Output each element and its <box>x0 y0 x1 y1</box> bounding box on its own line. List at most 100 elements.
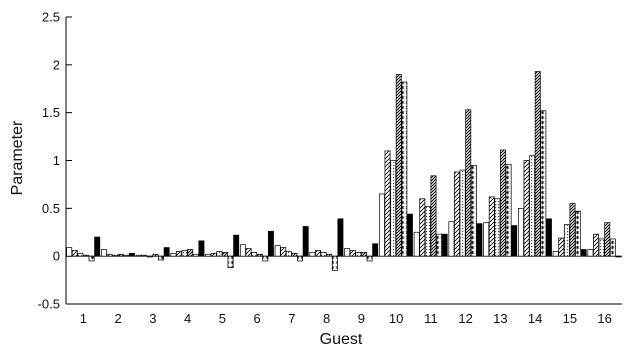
bar-diagonal-dense <box>500 149 506 257</box>
bar-starred <box>575 210 582 257</box>
bar-white <box>239 244 246 257</box>
bar-diagonal-dense <box>117 253 124 257</box>
bar-dotted-grey <box>320 251 327 257</box>
bar-white <box>587 249 594 257</box>
bar-black <box>476 223 483 257</box>
bar-dotted-grey <box>251 251 258 257</box>
y-tick-label: 0 <box>53 249 60 264</box>
bar-diagonal-light <box>523 160 530 257</box>
bar-white <box>517 207 524 257</box>
bar-diagonal-light <box>454 171 460 257</box>
x-tick-label: 13 <box>493 311 507 326</box>
bar-black <box>337 218 344 257</box>
bar-starred <box>227 255 234 269</box>
bar-starred <box>505 163 512 257</box>
bar-white <box>100 249 107 257</box>
bar-diagonal-light <box>280 247 287 257</box>
bar-diagonal-light <box>106 253 113 257</box>
x-tick-label: 7 <box>288 311 295 326</box>
bar-dotted-grey <box>563 224 570 257</box>
x-tick-label: 5 <box>219 311 226 326</box>
bar-diagonal-dense <box>291 252 298 257</box>
y-tick-label: 0.5 <box>42 201 60 216</box>
bar-starred <box>123 254 130 257</box>
bar-white <box>135 254 142 257</box>
bar-diagonal-dense <box>465 109 472 257</box>
y-axis-title: Parameter <box>9 120 26 195</box>
bar-white <box>205 253 212 257</box>
bar-black <box>511 225 518 257</box>
bar-diagonal-light <box>558 237 565 257</box>
bar-starred <box>88 255 95 262</box>
bar-white <box>170 252 177 257</box>
bar-black <box>406 213 413 257</box>
bar-diagonal-light <box>245 248 252 257</box>
bar-starred <box>470 164 477 257</box>
bar-white <box>309 251 316 257</box>
bar-black <box>302 226 309 257</box>
bar-diagonal-dense <box>256 253 263 257</box>
bar-white <box>552 251 559 257</box>
bar-black <box>128 252 135 257</box>
bar-black <box>545 218 552 257</box>
x-axis-title: Guest <box>320 331 363 347</box>
x-axis: 1 2 3 4 5 6 7 8 9 10 11 12 13 14 15 16 <box>80 311 612 326</box>
bar-black <box>94 236 101 257</box>
bar-black <box>580 249 587 257</box>
bar-starred <box>331 255 338 271</box>
bar-dotted-grey <box>424 206 431 257</box>
x-tick-label: 14 <box>528 311 542 326</box>
x-tick-label: 3 <box>149 311 156 326</box>
x-tick-label: 4 <box>184 311 191 326</box>
bar-diagonal-dense <box>534 71 541 257</box>
bar-diagonal-light <box>176 251 182 257</box>
x-tick-label: 1 <box>80 311 87 326</box>
bar-starred <box>609 238 616 257</box>
x-tick-label: 8 <box>323 311 330 326</box>
bar-white <box>66 247 73 257</box>
bar-dotted-grey <box>598 238 605 257</box>
bar-diagonal-dense <box>187 249 194 257</box>
bar-diagonal-dense <box>569 203 576 257</box>
y-tick-label: 1.5 <box>42 105 60 120</box>
x-tick-label: 11 <box>424 311 438 326</box>
bar-dotted-grey <box>494 198 501 257</box>
bar-diagonal-dense <box>326 253 333 257</box>
bar-starred <box>297 255 304 262</box>
x-tick-label: 12 <box>458 311 472 326</box>
bar-black <box>441 233 448 257</box>
y-axis: -0.5 0 0.5 1 1.5 2 2.5 <box>38 10 72 312</box>
bar-diagonal-light <box>419 198 426 257</box>
bars <box>66 71 622 271</box>
bar-white <box>448 221 455 257</box>
bar-dotted-grey <box>181 250 188 257</box>
bar-starred <box>366 255 373 262</box>
bar-white <box>413 231 420 257</box>
bar-diagonal-light <box>141 254 148 257</box>
bar-black <box>615 255 622 258</box>
bar-white <box>344 248 351 257</box>
bar-diagonal-light <box>488 196 495 257</box>
x-tick-label: 2 <box>115 311 122 326</box>
bar-diagonal-light <box>315 250 321 257</box>
bar-diagonal-light <box>593 233 599 257</box>
bar-black <box>233 234 240 257</box>
bar-diagonal-dense <box>430 175 437 257</box>
bar-black <box>372 243 379 257</box>
bar-diagonal-light <box>384 150 391 257</box>
bar-diagonal-dense <box>361 251 367 257</box>
y-tick-label: 2 <box>53 57 60 72</box>
bar-dotted-grey <box>77 252 84 257</box>
bar-diagonal-light <box>71 250 78 257</box>
bar-dotted-grey <box>459 169 466 257</box>
bar-black <box>198 240 205 257</box>
bar-black <box>267 230 274 257</box>
bar-white <box>378 193 385 257</box>
bar-dotted-grey <box>529 155 536 257</box>
bar-dotted-grey <box>355 251 362 257</box>
bar-starred <box>401 81 408 257</box>
y-tick-label: 2.5 <box>42 10 60 25</box>
x-tick-label: 15 <box>563 311 577 326</box>
bar-diagonal-dense <box>604 222 611 257</box>
